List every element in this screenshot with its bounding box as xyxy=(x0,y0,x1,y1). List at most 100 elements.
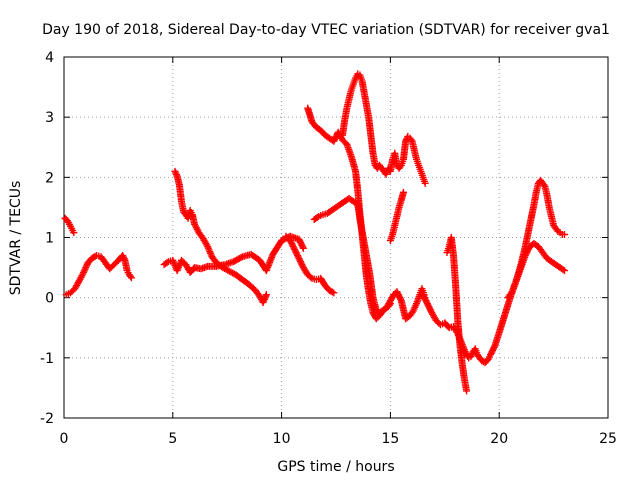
data-point xyxy=(184,214,192,222)
series-12 xyxy=(505,178,561,300)
data-point xyxy=(321,282,329,290)
trace-marker xyxy=(540,181,548,189)
data-point xyxy=(310,215,318,223)
data-point xyxy=(256,292,264,300)
x-tick-label: 0 xyxy=(60,431,69,447)
data-point xyxy=(349,80,357,88)
y-tick-label: 2 xyxy=(45,170,54,186)
data-point xyxy=(291,246,299,254)
trace-marker xyxy=(119,253,127,261)
data-point xyxy=(127,274,135,282)
data-point xyxy=(106,265,114,273)
data-point xyxy=(101,259,109,267)
data-point xyxy=(304,271,312,279)
data-point xyxy=(70,229,78,237)
data-point xyxy=(386,237,394,245)
data-point xyxy=(282,232,290,240)
trace-marker xyxy=(299,243,307,251)
data-point xyxy=(178,197,186,205)
data-point xyxy=(171,167,179,175)
data-point xyxy=(343,140,351,148)
data-point xyxy=(317,274,325,282)
data-point xyxy=(367,131,375,139)
data-point xyxy=(68,224,76,232)
data-point xyxy=(259,298,267,306)
data-point xyxy=(358,77,366,85)
trace-marker xyxy=(81,265,89,273)
data-point xyxy=(495,329,503,337)
data-point xyxy=(389,230,397,238)
data-point xyxy=(560,267,568,275)
y-tick-label: -1 xyxy=(40,351,54,367)
data-point xyxy=(114,256,122,264)
data-point xyxy=(199,235,207,243)
trace-marker xyxy=(120,255,128,263)
data-point xyxy=(362,101,370,109)
data-point xyxy=(278,237,286,245)
data-point xyxy=(332,203,340,211)
data-point xyxy=(238,253,246,261)
data-point xyxy=(547,258,555,266)
data-point xyxy=(504,294,512,302)
data-point xyxy=(330,289,338,297)
data-point xyxy=(410,146,418,154)
data-point xyxy=(308,118,316,126)
x-tick-label: 5 xyxy=(168,431,177,447)
data-point xyxy=(80,268,88,276)
data-point xyxy=(321,131,329,139)
data-point xyxy=(97,253,105,261)
data-point xyxy=(232,271,240,279)
data-point xyxy=(413,300,421,308)
data-point xyxy=(419,291,427,299)
data-point xyxy=(397,196,405,204)
data-point xyxy=(65,220,73,228)
data-point xyxy=(63,217,71,225)
data-point xyxy=(312,123,320,131)
y-tick-label: -2 xyxy=(40,411,54,427)
data-point xyxy=(541,182,549,190)
data-point xyxy=(369,149,377,157)
data-point xyxy=(204,262,212,270)
data-point xyxy=(393,288,401,296)
trace-marker xyxy=(396,163,404,171)
data-point xyxy=(458,360,466,368)
data-point xyxy=(330,137,338,145)
data-point xyxy=(397,161,405,169)
data-point xyxy=(486,351,494,359)
data-point xyxy=(352,74,360,82)
data-point xyxy=(256,256,264,264)
data-point xyxy=(530,240,538,248)
data-point xyxy=(556,264,564,272)
x-tick-label: 10 xyxy=(273,431,291,447)
data-point xyxy=(345,194,353,202)
data-point xyxy=(230,258,238,266)
data-point xyxy=(299,244,307,252)
data-point xyxy=(356,215,364,223)
data-point xyxy=(269,250,277,258)
data-point xyxy=(93,252,101,260)
data-point xyxy=(336,200,344,208)
data-point xyxy=(299,264,307,272)
data-point xyxy=(454,318,462,326)
data-point xyxy=(247,250,255,258)
data-point xyxy=(421,179,429,187)
data-point xyxy=(543,255,551,263)
trace-marker xyxy=(490,343,498,351)
data-point xyxy=(188,211,196,219)
data-point xyxy=(413,155,421,163)
data-point xyxy=(391,149,399,157)
data-point xyxy=(415,161,423,169)
data-point xyxy=(182,211,190,219)
data-point xyxy=(359,234,367,241)
data-point xyxy=(62,291,70,299)
trace-marker xyxy=(82,264,90,272)
data-point xyxy=(423,300,431,308)
data-point xyxy=(323,209,331,217)
data-point xyxy=(204,243,212,251)
data-point xyxy=(328,206,336,214)
data-point xyxy=(295,235,303,243)
series-4 xyxy=(283,234,336,296)
data-point xyxy=(186,206,194,214)
data-point xyxy=(178,256,186,264)
